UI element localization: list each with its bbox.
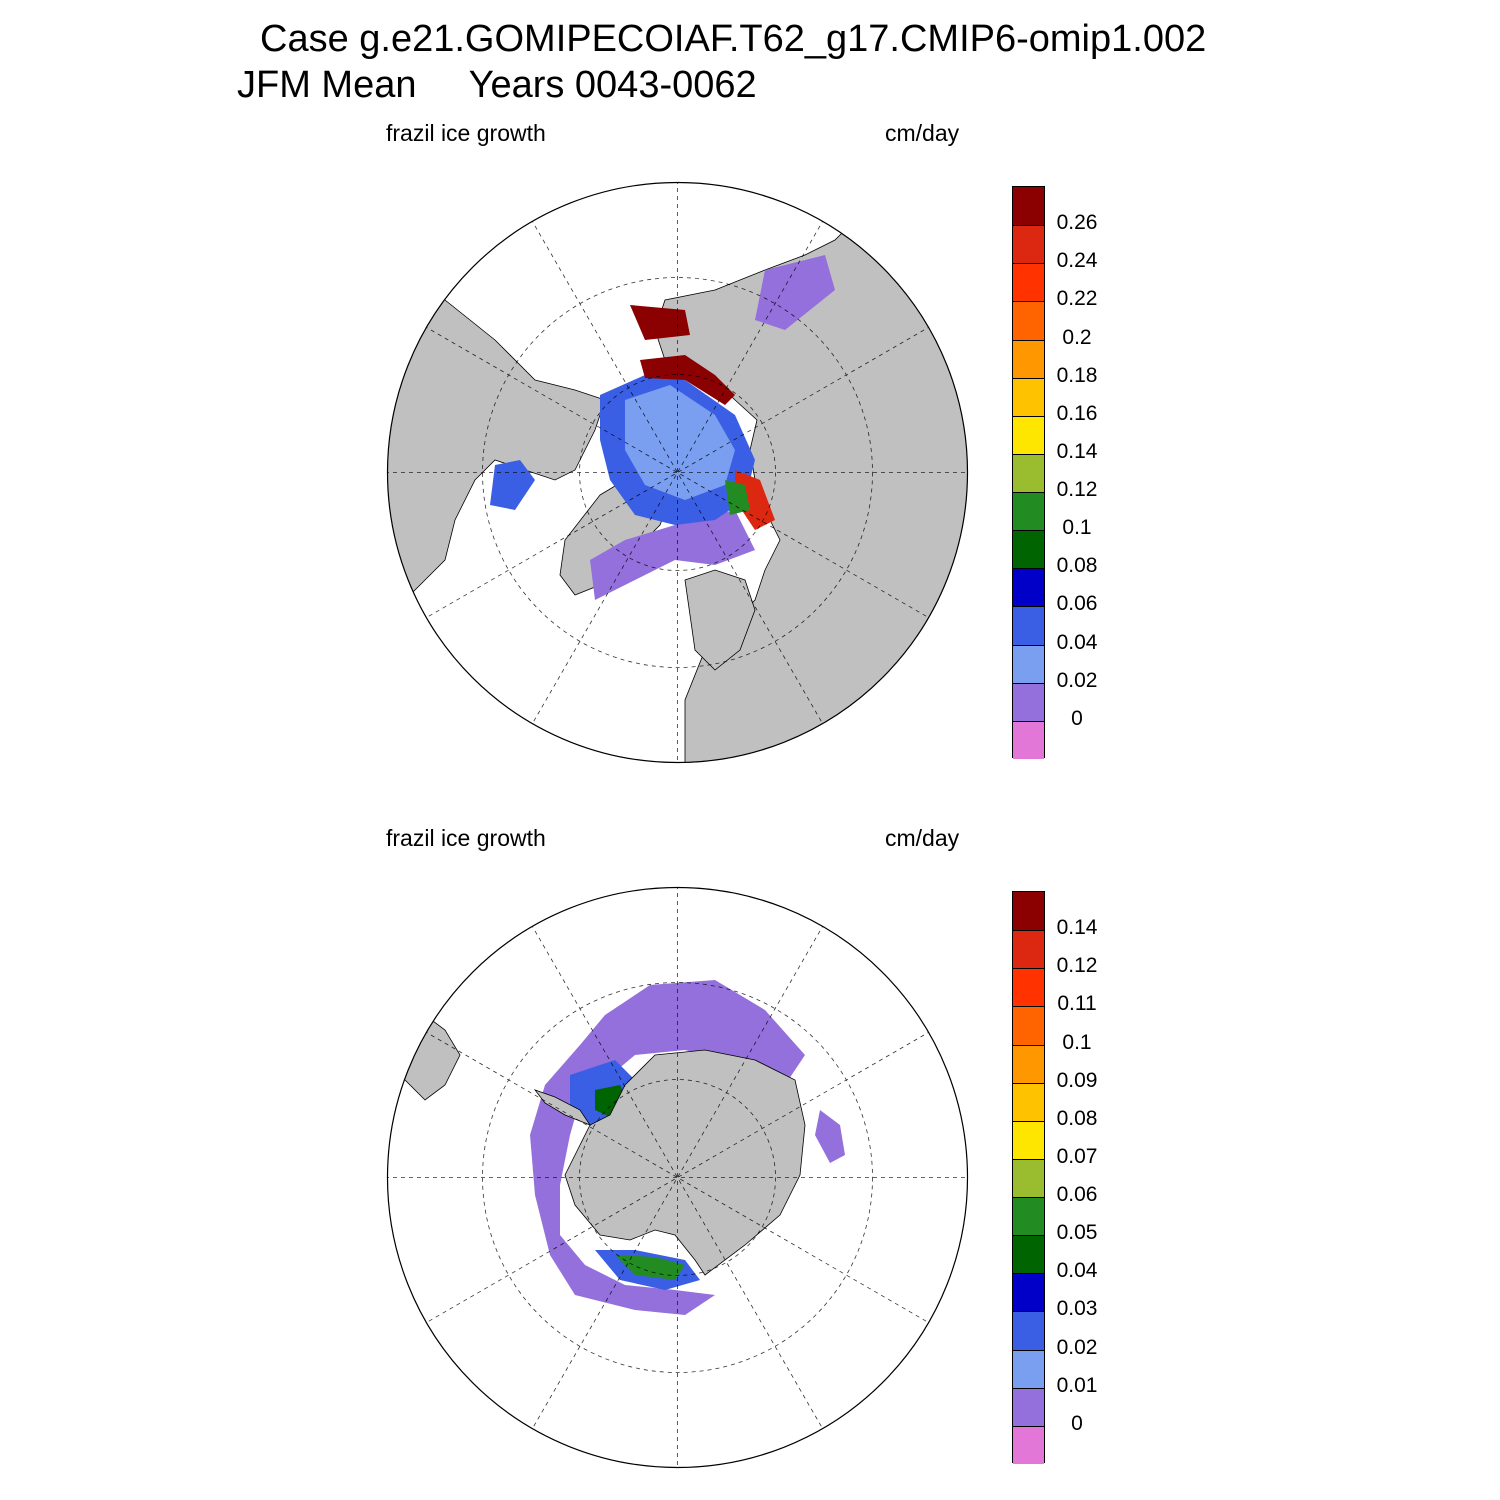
- north-land-scandinavia: [684, 569, 756, 671]
- colorbar-tick-label: 0.11: [1057, 992, 1097, 1016]
- colorbar-swatch: [1013, 1273, 1044, 1312]
- colorbar-swatch: [1013, 606, 1044, 645]
- colorbar-tick-label: 0.02: [1056, 668, 1098, 692]
- colorbar-swatch: [1013, 1311, 1044, 1350]
- colorbar-swatch: [1013, 377, 1044, 416]
- north-field-kara-mid: [725, 480, 750, 515]
- colorbar-swatch: [1013, 1425, 1044, 1464]
- colorbar-swatch: [1013, 892, 1044, 931]
- south-land-antarctic-peninsula: [533, 1089, 592, 1126]
- colorbar-tick-label: 0.08: [1056, 554, 1098, 578]
- colorbar-tick-label: 0.01: [1056, 1373, 1098, 1397]
- colorbar-swatch: [1013, 682, 1044, 721]
- colorbar-swatch: [1013, 1158, 1044, 1197]
- colorbar-swatch: [1013, 720, 1044, 759]
- south-field-outer-ring: [530, 980, 805, 1315]
- colorbar-tick-label: 0.1: [1062, 516, 1092, 540]
- colorbar-tick-label: 0.24: [1056, 249, 1098, 273]
- colorbar-swatch: [1013, 644, 1044, 683]
- colorbar-tick-label: 0.16: [1056, 401, 1098, 425]
- north-field-barents-high: [640, 355, 735, 405]
- colorbar-swatch: [1013, 492, 1044, 531]
- north-field-okhotsk-high: [630, 305, 690, 340]
- colorbar-tick-label: 0.26: [1056, 211, 1098, 235]
- colorbar-tick-label: 0.22: [1056, 287, 1098, 311]
- colorbar-tick-label: 0.2: [1062, 325, 1092, 349]
- north-colorbar: 0.26 0.24 0.22 0.2 0.18 0.16 0.14 0.12 0.1 0.08 0.…: [1012, 186, 1132, 759]
- colorbar-swatch: [1013, 415, 1044, 454]
- colorbar-swatch: [1013, 187, 1044, 226]
- colorbar-tick-label: 0.12: [1056, 478, 1098, 502]
- south-panel-units-label: cm/day: [885, 825, 960, 851]
- colorbar-swatch: [1013, 1006, 1044, 1045]
- colorbar-swatch: [1013, 1082, 1044, 1121]
- south-colorbar: 0.14 0.12 0.11 0.1 0.09 0.08 0.07 0.06 0.05 0.04 0…: [1012, 891, 1132, 1464]
- colorbar-swatch: [1013, 301, 1044, 340]
- colorbar-swatch: [1013, 263, 1044, 302]
- colorbar-tick-label: 0.05: [1056, 1221, 1098, 1245]
- colorbar-swatch: [1013, 1235, 1044, 1274]
- colorbar-swatch: [1013, 339, 1044, 378]
- colorbar-tick-label: 0.1: [1062, 1030, 1092, 1054]
- north-field-outer: [590, 510, 755, 600]
- north-land-north-america: [387, 239, 606, 611]
- south-map-border: [386, 886, 969, 1469]
- north-field-bering: [755, 255, 835, 330]
- colorbar-swatch: [1013, 225, 1044, 264]
- south-field-ross-core: [615, 1255, 685, 1280]
- south-polar-map: [386, 886, 969, 1469]
- north-map-border: [386, 181, 969, 764]
- colorbar-swatch: [1013, 930, 1044, 969]
- south-land-antarctica: [564, 1049, 806, 1276]
- colorbar-swatch: [1013, 453, 1044, 492]
- colorbar-tick-label: 0.04: [1056, 630, 1098, 654]
- colorbar-swatch: [1013, 1349, 1044, 1388]
- colorbar-tick-label: 0.06: [1056, 1183, 1098, 1207]
- colorbar-tick-label: 0.12: [1056, 954, 1098, 978]
- colorbar-swatch: [1013, 968, 1044, 1007]
- north-panel-field-label: frazil ice growth: [386, 120, 546, 146]
- colorbar-tick-label: 0.14: [1056, 916, 1098, 940]
- colorbar-tick-label: 0.14: [1056, 439, 1098, 463]
- colorbar-tick-label: 0: [1071, 706, 1083, 730]
- colorbar-swatch: [1013, 568, 1044, 607]
- colorbar-tick-label: 0.06: [1056, 592, 1098, 616]
- colorbar-tick-label: 0.08: [1056, 1106, 1098, 1130]
- north-field-arctic-center: [625, 385, 735, 500]
- plot-subtitle: JFM Mean Years 0043-0062: [237, 64, 757, 106]
- colorbar-tick-label: 0.07: [1056, 1144, 1098, 1168]
- colorbar-swatch: [1013, 1044, 1044, 1083]
- colorbar-swatch: [1013, 1387, 1044, 1426]
- plot-title: Case g.e21.GOMIPECOIAF.T62_g17.CMIP6-omi…: [260, 18, 1207, 60]
- colorbar-tick-label: 0.04: [1056, 1259, 1098, 1283]
- colorbar-tick-label: 0.09: [1056, 1068, 1098, 1092]
- colorbar-tick-label: 0: [1071, 1411, 1083, 1435]
- north-polar-map: [386, 181, 969, 764]
- south-panel-field-label: frazil ice growth: [386, 825, 546, 851]
- colorbar-tick-label: 0.18: [1056, 363, 1098, 387]
- colorbar-tick-label: 0.03: [1056, 1297, 1098, 1321]
- north-panel-units-label: cm/day: [885, 120, 960, 146]
- colorbar-swatch: [1013, 530, 1044, 569]
- colorbar-swatch: [1013, 1197, 1044, 1236]
- colorbar-swatch: [1013, 1120, 1044, 1159]
- south-field-east: [815, 1110, 845, 1163]
- colorbar-tick-label: 0.02: [1056, 1335, 1098, 1359]
